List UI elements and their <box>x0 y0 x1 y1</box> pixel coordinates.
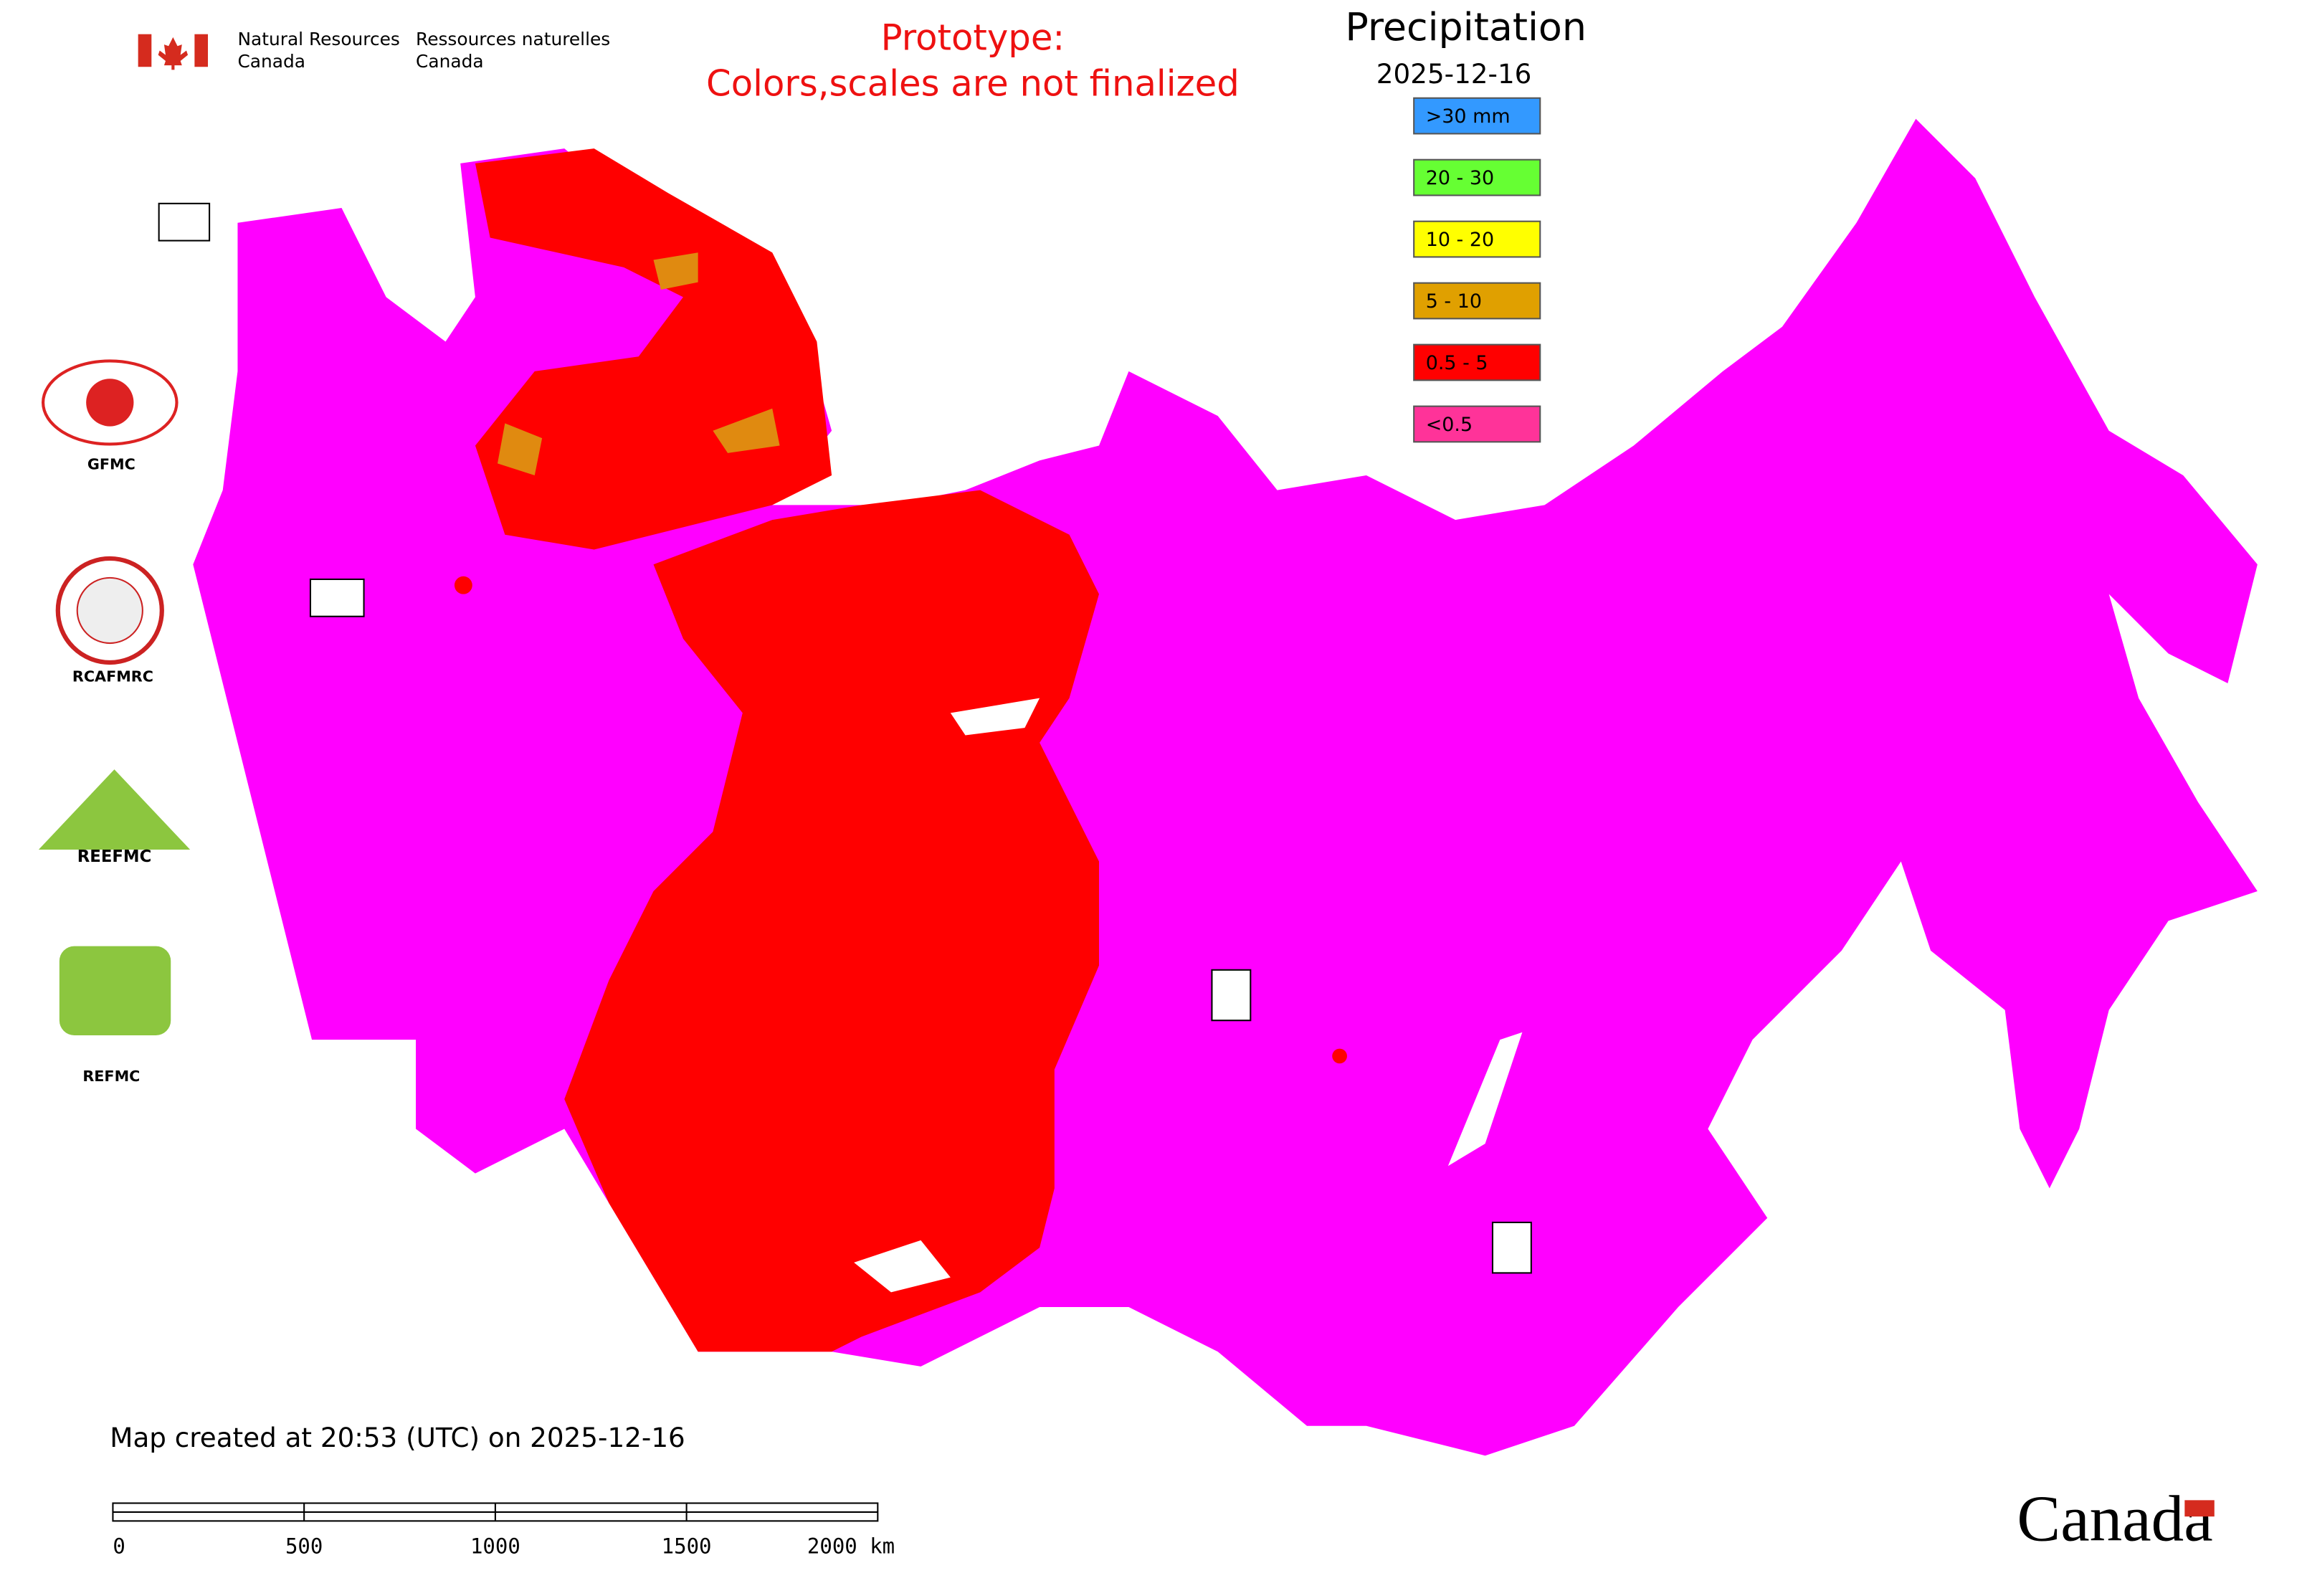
legend-swatch <box>1413 282 1541 320</box>
creation-note: Map created at 20:53 (UTC) on 2025-12-16 <box>110 1422 685 1453</box>
legend: >30 mm 20 - 30 10 - 20 5 - 10 0.5 - 5 <0.5 <box>1413 97 1541 443</box>
dept-fr: Ressources naturelles <box>416 29 610 49</box>
region-light <box>564 490 1099 1352</box>
dept-en: Natural Resources <box>237 29 399 49</box>
legend-swatch <box>1413 220 1541 258</box>
logo-label: RCAFMRC <box>72 668 153 685</box>
legend-label: 5 - 10 <box>1426 290 1482 313</box>
legend-date: 2025-12-16 <box>1376 58 1532 90</box>
legend-label: 10 - 20 <box>1426 229 1494 251</box>
logos: GFMC RCAFMRC REEFMC REFMC <box>38 202 1532 1274</box>
scale-label: 1000 <box>470 1534 520 1559</box>
scale-bar: 0 500 1000 1500 2000 km <box>112 1502 895 1559</box>
legend-swatch <box>1413 158 1541 196</box>
dept-fr: Canada <box>416 51 484 72</box>
legend-swatch <box>1413 343 1541 381</box>
map <box>193 118 2258 1456</box>
scale-label: 1500 <box>662 1534 712 1559</box>
region-moderate <box>497 252 780 475</box>
logo-label: GFMC <box>87 455 135 472</box>
wordmark-flag <box>2184 1500 2215 1517</box>
spot <box>454 576 472 594</box>
notice: Colors,scales are not finalized <box>706 63 1240 105</box>
nrcan-signature: Natural Resources Canada Ressources natu… <box>138 29 610 72</box>
legend-title: Precipitation <box>1345 4 1587 49</box>
logo-label: REEFMC <box>77 847 152 866</box>
canada-wordmark: Canada <box>2017 1482 2212 1554</box>
legend-label: <0.5 <box>1426 414 1473 436</box>
legend-label: >30 mm <box>1426 105 1511 128</box>
logo-label: REFMC <box>82 1068 140 1085</box>
legend-label: 0.5 - 5 <box>1426 352 1488 374</box>
dept-en: Canada <box>237 51 305 72</box>
legend-label: 20 - 30 <box>1426 167 1494 189</box>
scale-label: 500 <box>285 1534 323 1559</box>
scale-label: 2000 km <box>807 1534 895 1559</box>
scale-label: 0 <box>113 1534 125 1559</box>
region-low <box>193 118 2258 1456</box>
legend-swatch <box>1413 97 1541 135</box>
legend-swatch <box>1413 405 1541 443</box>
spot <box>1332 1048 1347 1064</box>
notice: Prototype: <box>881 16 1065 58</box>
